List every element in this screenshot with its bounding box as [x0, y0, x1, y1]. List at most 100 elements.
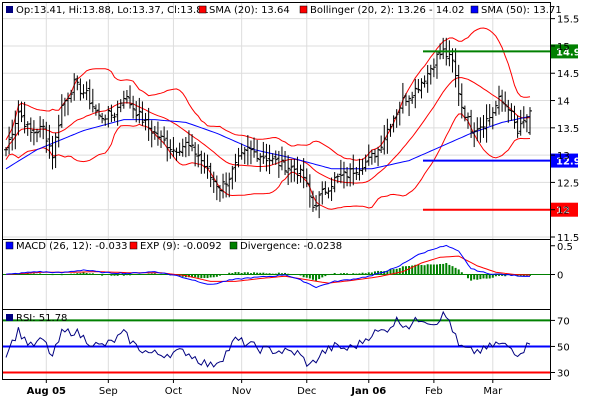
legend-swatch-rsi	[6, 314, 13, 321]
price-bar	[217, 185, 222, 202]
divergence-bar	[113, 274, 116, 276]
price-bar	[248, 140, 253, 165]
divergence-bar	[231, 272, 234, 275]
legend-swatch-sma20	[198, 5, 207, 14]
price-bar	[335, 173, 340, 184]
divergence-bar	[448, 264, 451, 275]
divergence-bar	[479, 274, 482, 280]
divergence-bar	[333, 272, 336, 275]
price-bar	[286, 155, 291, 186]
price-levels: 14.9 12.9 12	[423, 44, 581, 217]
price-bar	[500, 89, 505, 112]
divergence-bar	[302, 274, 305, 278]
price-bar	[146, 107, 151, 141]
price-bar	[162, 126, 167, 145]
sma50-line	[5, 115, 531, 170]
price-plot	[4, 27, 532, 219]
divergence-bar	[54, 274, 57, 275]
divergence-bar	[70, 273, 73, 275]
divergence-bar	[274, 273, 277, 275]
divergence-bar	[228, 272, 231, 275]
price-bar	[484, 104, 489, 143]
divergence-bar	[432, 264, 435, 275]
legend-swatch-sma50	[470, 5, 479, 14]
price-bar	[134, 101, 139, 123]
price-bar	[521, 106, 526, 129]
price-bar	[140, 101, 145, 126]
exp9-line	[5, 255, 531, 284]
macd-tick-label: 0.5	[557, 242, 573, 253]
price-bar	[388, 123, 393, 137]
divergence-bar	[435, 264, 438, 275]
price-bar	[472, 122, 477, 148]
price-bar	[137, 97, 142, 124]
price-bar	[360, 158, 365, 175]
price-bar	[255, 139, 260, 162]
rsi-plot	[3, 310, 550, 374]
price-bar	[329, 177, 334, 201]
price-bar	[87, 79, 92, 110]
divergence-bar	[116, 274, 119, 276]
divergence-bar	[203, 274, 206, 278]
price-bar	[317, 191, 322, 219]
rsi-tick-label: 50	[557, 342, 570, 353]
divergence-bar	[420, 264, 423, 275]
divergence-bar	[218, 274, 221, 276]
divergence-bar	[355, 273, 358, 275]
divergence-bar	[423, 265, 426, 275]
divergence-bar	[280, 273, 283, 275]
divergence-bar	[98, 274, 101, 275]
legend-exp9: EXP (9): -0.0092	[140, 241, 222, 252]
price-bar	[44, 121, 49, 153]
price-bar	[227, 172, 232, 198]
divergence-bar	[104, 274, 107, 276]
price-bar	[400, 82, 405, 114]
divergence-bar	[156, 274, 159, 275]
divergence-bar	[451, 266, 454, 275]
price-bar	[493, 100, 498, 116]
divergence-bar	[135, 274, 138, 275]
divergence-bar	[342, 273, 345, 275]
divergence-bar	[336, 273, 339, 275]
rsi-tick-label: 70	[557, 316, 570, 327]
price-bar	[149, 120, 154, 148]
x-tick-label: Sep	[99, 386, 118, 397]
level-label-box-12	[551, 202, 578, 217]
legend-swatch-macd	[5, 241, 14, 250]
price-bar	[403, 93, 408, 106]
price-bar	[177, 142, 182, 156]
rsi-tick-label: 30	[557, 368, 570, 379]
level-label-12.9: 12.9	[556, 157, 581, 168]
divergence-bar	[200, 274, 203, 279]
divergence-bar	[339, 273, 342, 275]
price-bar	[84, 81, 89, 101]
divergence-bar	[501, 274, 504, 276]
price-tick-label: 15	[557, 42, 570, 53]
price-bar	[310, 190, 315, 212]
price-bar	[193, 142, 198, 167]
divergence-bar	[373, 271, 376, 275]
divergence-bar	[494, 274, 497, 277]
divergence-bar	[367, 272, 370, 275]
level-label-12: 12	[556, 206, 570, 217]
divergence-bar	[529, 274, 531, 276]
price-bar	[16, 100, 21, 136]
price-bar	[267, 144, 272, 175]
divergence-bar	[417, 264, 420, 275]
divergence-bar	[39, 273, 42, 275]
divergence-bar	[290, 274, 293, 275]
price-bar	[307, 174, 312, 208]
price-bar	[106, 106, 111, 128]
price-bar	[354, 167, 359, 181]
divergence-bar	[364, 273, 367, 275]
legend-sma20: SMA (20): 13.64	[209, 5, 290, 16]
divergence-bar	[141, 274, 144, 275]
divergence-bar	[88, 273, 91, 275]
price-bar	[410, 91, 415, 104]
price-bar	[208, 162, 213, 188]
macd-legend: MACD (26, 12): -0.033 EXP (9): -0.0092 D…	[5, 241, 342, 252]
divergence-bar	[284, 272, 287, 275]
price-bar	[469, 109, 474, 138]
price-bar	[475, 117, 480, 142]
